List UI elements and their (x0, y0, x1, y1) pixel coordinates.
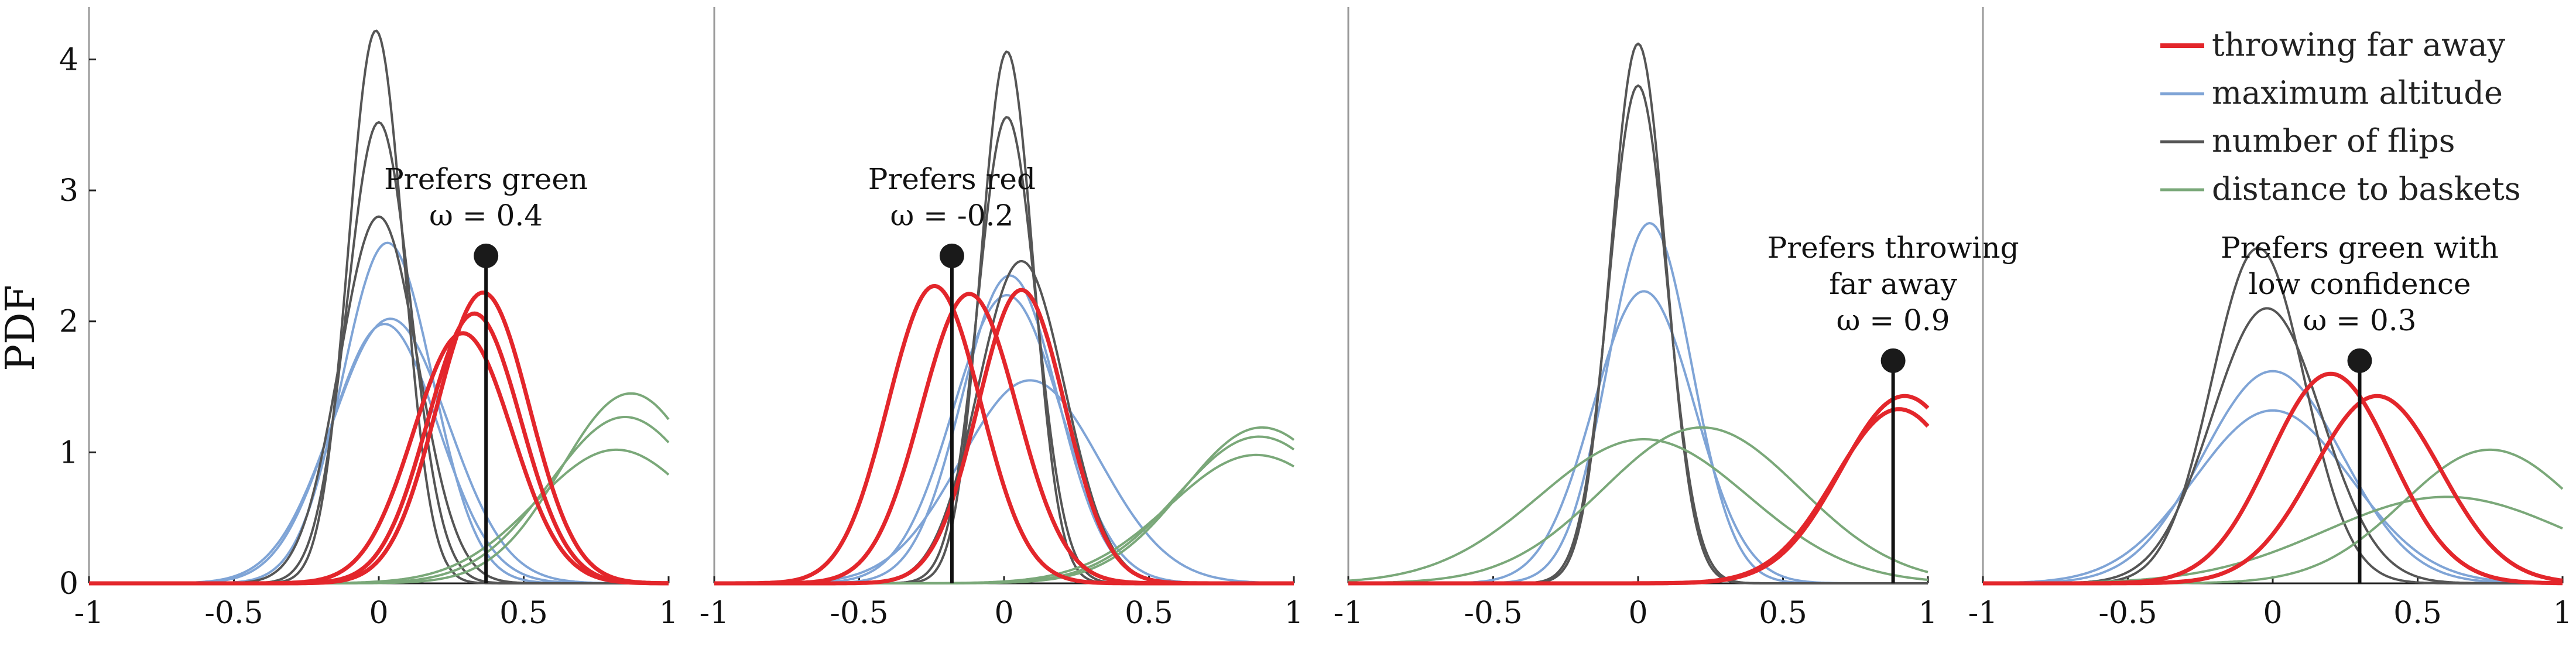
throwing-far-away-curve (1348, 394, 1930, 586)
x-tick-label: 0 (2263, 596, 2282, 631)
maximum-altitude-curve (89, 323, 669, 585)
legend-label: throwing far away (2212, 26, 2506, 63)
distance-to-baskets-curve (714, 435, 1295, 585)
x-tick-label: 1 (1284, 596, 1303, 631)
distance-to-baskets-curve (1348, 438, 1928, 582)
x-tick-label: -1 (74, 596, 104, 631)
annotation-line: Prefers throwing (1767, 231, 2019, 265)
throwing-far-away-curve (714, 288, 1294, 586)
legend-label: number of flips (2212, 122, 2455, 159)
x-tick-label: 0 (1628, 596, 1647, 631)
annotation-line: Prefers red (868, 162, 1036, 196)
omega-marker (1880, 348, 1906, 373)
x-tick-label: -0.5 (204, 596, 263, 631)
annotation-line: far away (1829, 267, 1958, 301)
omega-marker (2347, 348, 2372, 373)
x-tick-label: 1 (659, 596, 678, 631)
x-tick-label: 0.5 (1759, 596, 1807, 631)
x-tick-label: -1 (1334, 596, 1364, 631)
annotation-line: low confidence (2249, 267, 2471, 301)
x-tick-label: 1 (2553, 596, 2572, 631)
maximum-altitude-curve (1983, 370, 2563, 585)
omega-marker (939, 243, 964, 268)
annotation-line: ω = -0.2 (890, 199, 1013, 233)
throwing-far-away-curve (89, 290, 669, 586)
y-tick-label: 3 (59, 173, 78, 209)
x-tick-label: 0.5 (499, 596, 548, 631)
throwing-far-away-curve (1348, 407, 1930, 586)
y-tick-label: 4 (59, 42, 78, 77)
legend-label: distance to baskets (2212, 170, 2521, 207)
y-tick-label: 0 (59, 566, 78, 601)
y-axis-label: PDF (0, 285, 44, 371)
legend-label: maximum altitude (2212, 74, 2503, 111)
annotation-line: ω = 0.4 (429, 199, 543, 233)
number-of-flips-curve (89, 29, 669, 585)
annotation-line: Prefers green (384, 162, 588, 196)
omega-marker (474, 243, 499, 268)
distance-to-baskets-curve (714, 453, 1295, 585)
x-tick-label: -0.5 (830, 596, 888, 631)
throwing-far-away-curve (714, 283, 1294, 586)
throwing-far-away-curve (714, 292, 1294, 586)
y-tick-label: 1 (59, 435, 78, 470)
x-tick-label: -0.5 (2098, 596, 2157, 631)
x-tick-label: 1 (1918, 596, 1937, 631)
x-tick-label: 0 (369, 596, 388, 631)
throwing-far-away-curve (89, 331, 669, 586)
maximum-altitude-curve (1983, 409, 2563, 585)
maximum-altitude-curve (89, 241, 669, 585)
distance-to-baskets-curve (714, 426, 1295, 585)
distance-to-baskets-curve (1983, 448, 2564, 585)
x-tick-label: 0.5 (2393, 596, 2442, 631)
x-tick-label: 0.5 (1125, 596, 1173, 631)
distance-to-baskets-curve (1348, 426, 1928, 585)
y-tick-label: 2 (59, 305, 78, 340)
maximum-altitude-curve (89, 317, 669, 585)
annotation-line: Prefers green with (2221, 231, 2499, 265)
throwing-far-away-curve (89, 311, 669, 586)
x-tick-label: -1 (700, 596, 729, 631)
x-tick-label: -0.5 (1464, 596, 1522, 631)
maximum-altitude-curve (714, 294, 1294, 585)
throwing-far-away-curve (1983, 394, 2563, 586)
x-tick-label: -1 (1968, 596, 1998, 631)
x-tick-label: 0 (994, 596, 1013, 631)
annotation-line: ω = 0.3 (2303, 303, 2417, 337)
legend: throwing far away maximum altitude number … (2160, 26, 2521, 207)
maximum-altitude-curve (714, 274, 1294, 585)
annotation-line: ω = 0.9 (1837, 303, 1950, 337)
